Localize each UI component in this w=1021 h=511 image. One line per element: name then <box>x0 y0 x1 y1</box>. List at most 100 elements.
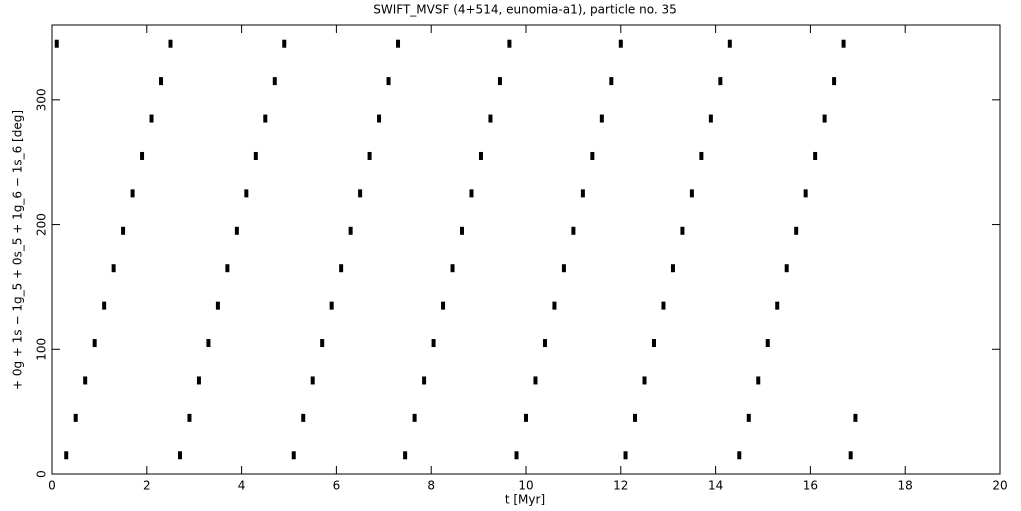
x-tick-label: 20 <box>992 479 1007 493</box>
x-tick-label: 8 <box>427 479 435 493</box>
point <box>737 451 742 460</box>
point <box>533 376 538 385</box>
point <box>708 114 713 123</box>
point <box>272 77 277 86</box>
point <box>590 151 595 160</box>
x-axis-label: t [Myr] <box>505 493 545 507</box>
point <box>848 451 853 460</box>
point <box>460 226 465 235</box>
point <box>301 413 306 422</box>
y-axis-label: + 0g + 1s − 1g_5 + 0s_5 + 1g_6 − 1s_6 [d… <box>11 110 25 390</box>
point <box>339 264 344 273</box>
point <box>623 451 628 460</box>
point <box>263 114 268 123</box>
point <box>718 77 723 86</box>
point <box>121 226 126 235</box>
point <box>310 376 315 385</box>
point <box>727 39 732 48</box>
point <box>320 339 325 348</box>
point <box>765 339 770 348</box>
point <box>524 413 528 422</box>
point <box>822 114 827 123</box>
point <box>651 339 656 348</box>
point <box>841 39 846 48</box>
point <box>111 264 116 273</box>
point <box>358 189 363 198</box>
x-tick-label: 0 <box>48 479 56 493</box>
point <box>514 451 519 460</box>
x-tick-label: 2 <box>143 479 151 493</box>
point <box>244 189 249 198</box>
point <box>469 189 474 198</box>
point <box>670 264 675 273</box>
point <box>396 39 401 48</box>
point <box>661 301 666 310</box>
point <box>609 77 614 86</box>
point <box>234 226 239 235</box>
point <box>83 376 88 385</box>
point <box>571 226 576 235</box>
point <box>431 339 436 348</box>
point <box>367 151 372 160</box>
point <box>348 226 353 235</box>
point <box>450 264 455 273</box>
point <box>102 301 107 310</box>
point <box>699 151 704 160</box>
point <box>329 301 334 310</box>
plot-frame <box>51 24 1001 475</box>
point <box>177 451 182 460</box>
point <box>187 413 192 422</box>
point <box>149 114 154 123</box>
x-tick-label: 12 <box>613 479 628 493</box>
point <box>386 77 391 86</box>
point <box>64 451 69 460</box>
x-tick-label: 10 <box>518 479 533 493</box>
y-tick-label: 300 <box>35 88 49 111</box>
point <box>403 451 408 460</box>
point <box>680 226 685 235</box>
point <box>282 39 287 48</box>
x-tick-label: 18 <box>898 479 913 493</box>
chart-title: SWIFT_MVSF (4+514, eunomia-a1), particle… <box>373 3 677 17</box>
point <box>412 413 417 422</box>
point <box>168 39 173 48</box>
point <box>291 451 296 460</box>
point <box>478 151 483 160</box>
y-tick-label: 100 <box>35 338 49 361</box>
point <box>746 413 751 422</box>
point <box>813 151 818 160</box>
x-tick-label: 4 <box>238 479 246 493</box>
y-tick-label: 0 <box>35 470 49 478</box>
point <box>561 264 566 273</box>
point <box>507 39 512 48</box>
point <box>196 376 201 385</box>
point <box>159 77 164 86</box>
point <box>497 77 502 86</box>
point <box>580 189 585 198</box>
point <box>441 301 446 310</box>
point <box>215 301 220 310</box>
point <box>618 39 623 48</box>
y-tick-label: 200 <box>35 213 49 236</box>
point <box>633 413 638 422</box>
point <box>73 413 78 422</box>
point <box>775 301 780 310</box>
point <box>92 339 97 348</box>
point <box>225 264 230 273</box>
point <box>832 77 837 86</box>
point <box>140 151 145 160</box>
x-tick-label: 16 <box>803 479 818 493</box>
point <box>794 226 799 235</box>
point <box>803 189 808 198</box>
point <box>206 339 211 348</box>
point <box>784 264 789 273</box>
point <box>642 376 647 385</box>
point <box>130 189 135 198</box>
point <box>599 114 604 123</box>
point <box>853 413 858 422</box>
point <box>756 376 761 385</box>
point <box>377 114 382 123</box>
point <box>552 301 557 310</box>
point <box>488 114 493 123</box>
